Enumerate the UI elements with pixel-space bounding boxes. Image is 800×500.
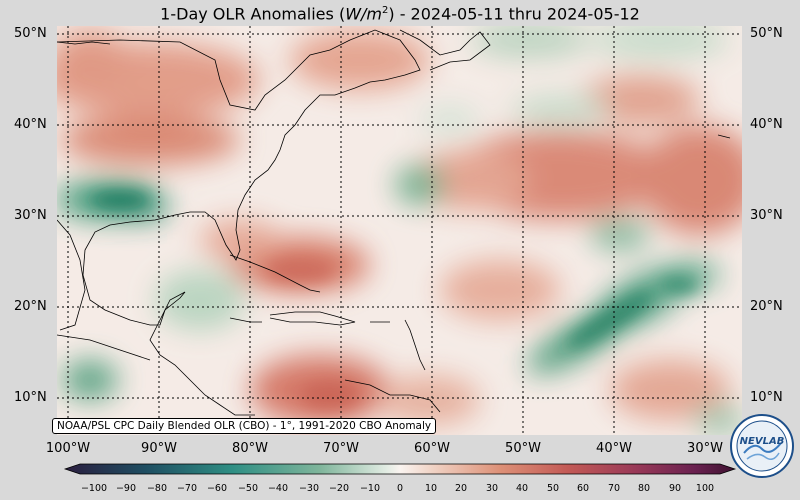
- cbar-tick: 20: [454, 483, 468, 494]
- lon-label-90w: 90°W: [141, 441, 177, 456]
- cbar-tick: −100: [80, 483, 108, 494]
- cbar-tick: 10: [424, 483, 438, 494]
- lon-label-50w: 50°W: [505, 441, 541, 456]
- lon-label-40w: 40°W: [596, 441, 632, 456]
- coastlines: [57, 29, 731, 416]
- cbar-tick: −60: [206, 483, 228, 494]
- lat-label-50n-right: 50°N: [750, 26, 783, 41]
- lat-label-40n-left: 40°N: [14, 117, 47, 132]
- cbar-tick: 90: [668, 483, 682, 494]
- lat-label-20n-left: 20°N: [14, 299, 47, 314]
- lon-label-60w: 60°W: [414, 441, 450, 456]
- lat-label-30n-right: 30°N: [750, 208, 783, 223]
- cbar-tick: −50: [237, 483, 259, 494]
- lon-label-70w: 70°W: [323, 441, 359, 456]
- cbar-tick: 80: [637, 483, 651, 494]
- cbar-tick: −20: [328, 483, 350, 494]
- lat-label-10n-left: 10°N: [14, 390, 47, 405]
- cbar-tick: −90: [115, 483, 137, 494]
- cbar-tick: 60: [576, 483, 590, 494]
- cbar-tick: 30: [485, 483, 499, 494]
- cbar-tick: −80: [146, 483, 168, 494]
- cbar-tick: −10: [359, 483, 381, 494]
- lat-label-30n-left: 30°N: [14, 208, 47, 223]
- lat-label-20n-right: 20°N: [750, 299, 783, 314]
- cbar-tick: −30: [298, 483, 320, 494]
- cbar-tick: 100: [695, 483, 715, 494]
- cbar-tick: 40: [515, 483, 529, 494]
- lon-label-100w: 100°W: [45, 441, 91, 456]
- cbar-tick: 50: [546, 483, 560, 494]
- lat-label-50n-left: 50°N: [14, 26, 47, 41]
- graticule: [57, 26, 742, 435]
- data-source-note: NOAA/PSL CPC Daily Blended OLR (CBO) - 1…: [52, 418, 437, 434]
- lat-label-10n-right: 10°N: [750, 390, 783, 405]
- lat-label-40n-right: 40°N: [750, 117, 783, 132]
- map-title: 1-Day OLR Anomalies (W/m2) - 2024-05-11 …: [160, 4, 640, 24]
- nevlab-logo: NEVLAB: [730, 414, 794, 478]
- olr-anomaly-field: [57, 26, 742, 435]
- logo-text: NEVLAB: [740, 436, 785, 447]
- lon-label-80w: 80°W: [232, 441, 268, 456]
- cbar-tick: −70: [176, 483, 198, 494]
- colorbar: [63, 463, 737, 475]
- cbar-tick: 70: [607, 483, 621, 494]
- lon-label-30w: 30°W: [687, 441, 723, 456]
- cbar-tick: 0: [396, 483, 404, 494]
- cbar-tick: −40: [267, 483, 289, 494]
